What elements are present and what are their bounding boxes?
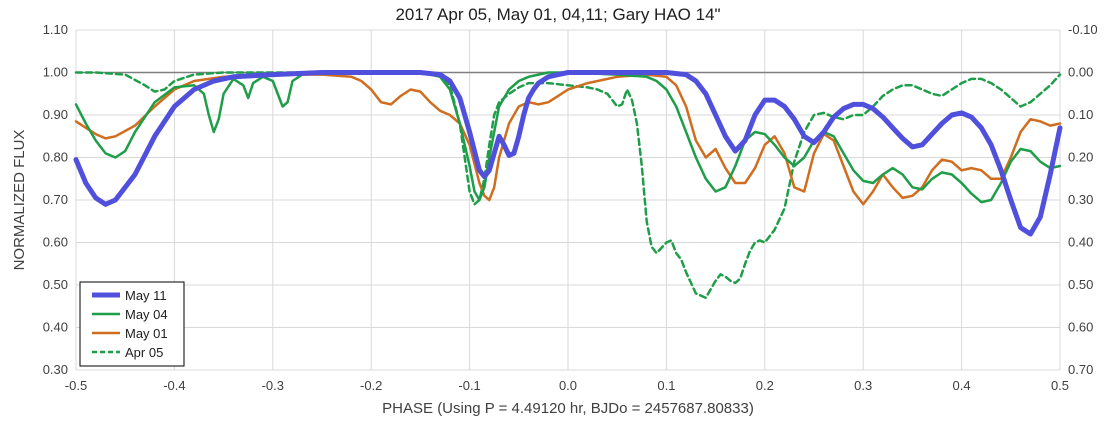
y2-tick-label: 0.70 bbox=[1068, 362, 1093, 377]
y-tick-label: 1.00 bbox=[43, 65, 68, 80]
y-tick-label: 0.70 bbox=[43, 192, 68, 207]
y2-tick-label: 0.50 bbox=[1068, 277, 1093, 292]
y2-tick-label: 0.00 bbox=[1068, 65, 1093, 80]
legend-label: May 01 bbox=[125, 326, 168, 341]
grid bbox=[75, 29, 1061, 371]
y2-tick-label: 0.60 bbox=[1068, 320, 1093, 335]
y2-tick-label: -0.10 bbox=[1068, 22, 1098, 37]
y2-tick-label: 0.40 bbox=[1068, 235, 1093, 250]
y-tick-label: 0.80 bbox=[43, 150, 68, 165]
legend-label: May 11 bbox=[125, 288, 167, 303]
legend: May 11 May 04 May 01 Apr 05 bbox=[79, 281, 185, 367]
legend-label: May 04 bbox=[125, 307, 168, 322]
x-tick-label: -0.4 bbox=[163, 378, 185, 393]
y-tick-label: 0.60 bbox=[43, 235, 68, 250]
x-axis-label: PHASE (Using P = 4.49120 hr, BJDo = 2457… bbox=[382, 400, 754, 417]
legend-label: Apr 05 bbox=[125, 345, 163, 360]
x-tick-label: 0.0 bbox=[559, 378, 577, 393]
series-line-apr-05 bbox=[74, 71, 1062, 300]
y-tick-label: 0.90 bbox=[43, 107, 68, 122]
x-tick-label: 0.3 bbox=[854, 378, 872, 393]
series-group bbox=[73, 70, 1063, 300]
axes: -0.5 -0.4 -0.3 -0.2 -0.1 0.0 0.1 0.2 0.3 0.4 0.5 1.… bbox=[43, 22, 1098, 393]
x-tick-label: 0.4 bbox=[953, 378, 971, 393]
y2-tick-label: 0.20 bbox=[1068, 150, 1093, 165]
x-tick-label: -0.5 bbox=[65, 378, 87, 393]
x-tick-label: 0.1 bbox=[657, 378, 675, 393]
x-tick-label: -0.2 bbox=[360, 378, 382, 393]
y2-tick-label: 0.30 bbox=[1068, 192, 1093, 207]
chart-title: 2017 Apr 05, May 01, 04,11; Gary HAO 14" bbox=[395, 5, 720, 24]
series-line-may-01 bbox=[74, 73, 1062, 206]
y-tick-label: 0.40 bbox=[43, 320, 68, 335]
x-tick-label: 0.5 bbox=[1051, 378, 1069, 393]
series-line-may-11 bbox=[73, 70, 1063, 237]
y-axis-label: NORMALIZED FLUX bbox=[11, 130, 28, 271]
x-tick-label: -0.3 bbox=[262, 378, 284, 393]
y-tick-label: 0.50 bbox=[43, 277, 68, 292]
y-tick-label: 1.10 bbox=[43, 22, 68, 37]
y2-tick-label: 0.10 bbox=[1068, 107, 1093, 122]
y-tick-label: 0.30 bbox=[43, 362, 68, 377]
x-tick-label: 0.2 bbox=[756, 378, 774, 393]
x-tick-label: -0.1 bbox=[458, 378, 480, 393]
